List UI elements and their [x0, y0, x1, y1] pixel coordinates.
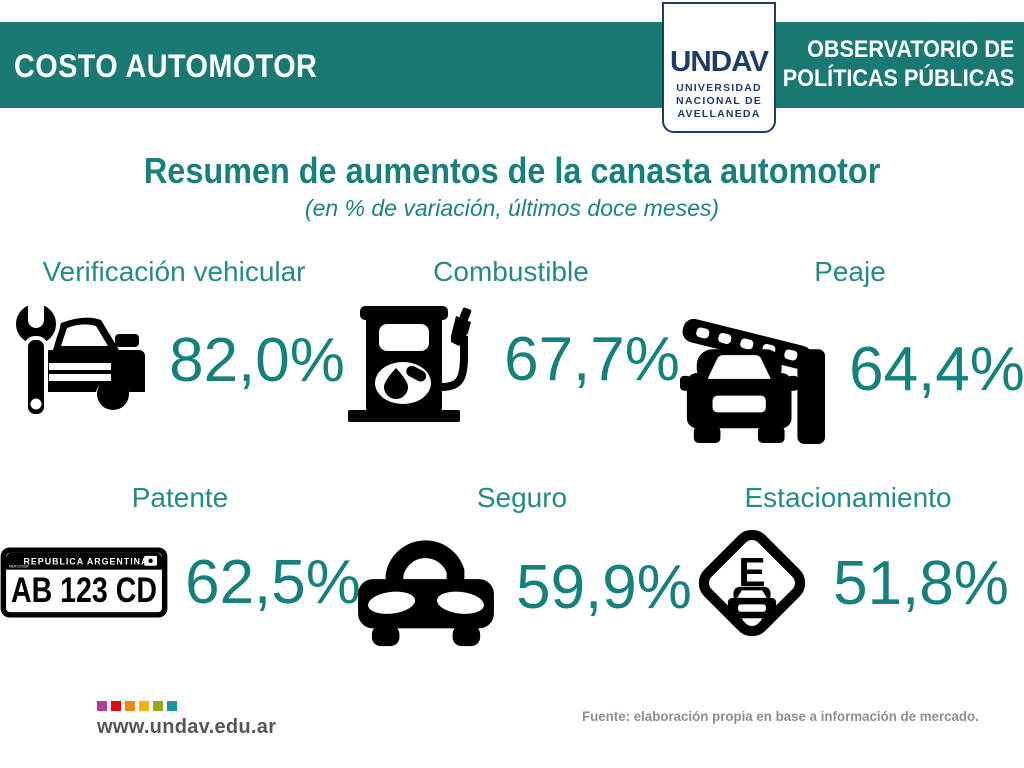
plate-mercosur-text: MERCOSUR: [9, 565, 29, 569]
undav-logo-text: UNIVERSIDAD NACIONAL DE AVELLANEDA: [664, 82, 774, 121]
item-verificacion-vehicular: Verificación vehicular: [0, 256, 348, 426]
item-estacionamiento: Estacionamiento E 51,8%: [676, 482, 1020, 648]
observatory-line1: OBSERVATORIO DE: [806, 36, 1014, 63]
license-plate-icon: REPUBLICA ARGENTINA MERCOSUR AB 123 CD: [0, 546, 169, 619]
toll-barrier-icon: [675, 294, 833, 444]
item-patente: Patente REPUBLICA ARGENTINA MERCOSUR AB …: [0, 482, 361, 619]
header-bar: COSTO AUTOMOTOR OBSERVATORIO DE POLÍTICA…: [0, 22, 1024, 108]
wrench-car-icon: [3, 294, 153, 426]
item-label: Estacionamiento: [744, 482, 952, 513]
undav-logo: UNDAV UNIVERSIDAD NACIONAL DE AVELLANEDA: [662, 2, 776, 133]
dot-teal: [167, 701, 177, 711]
chart-subtitle: (en % de variación, últimos doce meses): [304, 195, 720, 221]
dot-olive: [153, 701, 163, 711]
item-value: 67,7%: [504, 324, 680, 394]
item-label: Verificación vehicular: [42, 256, 306, 287]
item-label: Patente: [131, 482, 229, 513]
observatory-title: OBSERVATORIO DE POLÍTICAS PÚBLICAS: [782, 36, 1014, 94]
dot-amber: [139, 701, 149, 711]
observatory-line2: POLÍTICAS PÚBLICAS: [782, 64, 1014, 92]
item-value: 51,8%: [833, 548, 1009, 618]
page-title: COSTO AUTOMOTOR: [14, 48, 318, 84]
item-value: 62,5%: [185, 548, 361, 617]
item-label: Peaje: [814, 256, 886, 287]
dot-red: [111, 701, 121, 711]
item-peaje: Peaje: [676, 256, 1024, 444]
logo-line1: UNIVERSIDAD: [676, 82, 762, 94]
parking-sign-icon: E: [687, 518, 817, 648]
logo-line3: AVELLANEDA: [677, 108, 761, 121]
item-label: Combustible: [433, 256, 589, 287]
website-url: www.undav.edu.ar: [97, 716, 277, 738]
undav-wordmark: UNDAV: [670, 46, 769, 78]
dot-orange: [125, 701, 135, 711]
item-label: Seguro: [476, 482, 568, 513]
brand-color-dots: [97, 701, 177, 711]
item-seguro: Seguro 59,9%: [358, 482, 692, 650]
chart-title: Resumen de aumentos de la canasta automo…: [143, 150, 881, 191]
car-lock-icon: [352, 524, 500, 650]
plate-country-text: REPUBLICA ARGENTINA: [24, 557, 149, 567]
source-note: Fuente: elaboración propia en base a inf…: [582, 708, 979, 724]
dot-magenta: [97, 701, 107, 711]
item-value: 59,9%: [516, 552, 692, 622]
item-value: 82,0%: [169, 325, 345, 395]
logo-line2: NACIONAL DE: [676, 95, 762, 108]
item-combustible: Combustible: [348, 256, 680, 424]
fuel-pump-icon: [342, 294, 488, 424]
plate-number-text: AB 123 CD: [11, 570, 157, 610]
item-value: 64,4%: [849, 334, 1024, 404]
